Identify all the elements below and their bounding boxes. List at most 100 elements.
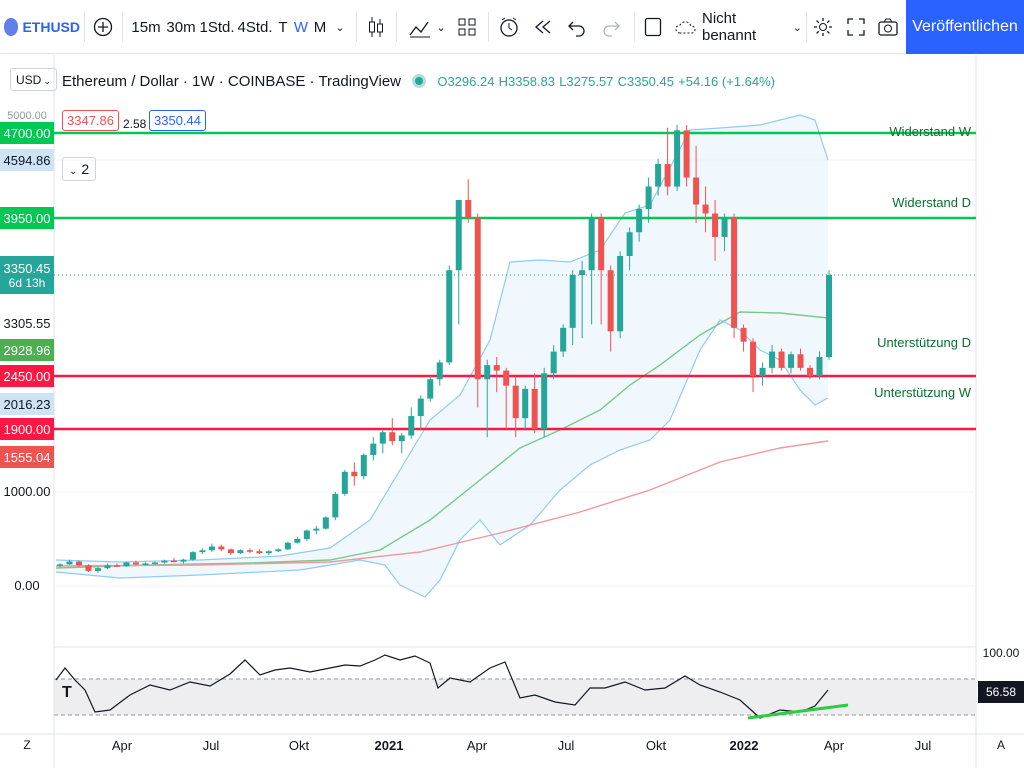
price-label-text: 4594.86 (3, 152, 51, 168)
price-tick: 3305.55 (3, 316, 51, 331)
auto-scale-button[interactable]: A (996, 738, 1005, 752)
undo-icon[interactable] (562, 0, 592, 54)
settings-gear-icon[interactable] (810, 0, 836, 54)
price-label-text: 2450.00 (3, 368, 51, 384)
candle-body (161, 560, 168, 563)
fullscreen-icon[interactable] (842, 0, 870, 54)
candle-body (674, 130, 681, 187)
candle-style-icon[interactable] (362, 0, 390, 54)
candle-body (807, 367, 814, 376)
candle-body (142, 563, 149, 565)
candle-body (712, 213, 719, 237)
price-label: 4594.86 (0, 149, 54, 171)
ma-green-line (55, 311, 829, 569)
candle-body (569, 275, 576, 328)
price-label-text: 4700.00 (3, 125, 51, 141)
chevron-down-icon: ⌄ (69, 166, 78, 177)
candle-body (256, 551, 263, 554)
candle-body (645, 186, 652, 210)
candle-body (731, 218, 738, 328)
interval-4h[interactable]: 4Std. (237, 18, 273, 36)
interval-month[interactable]: M (313, 18, 327, 36)
price-label-text: 3350.45 (3, 260, 51, 276)
price-label: 1555.04 (0, 446, 54, 468)
interval-15m[interactable]: 15m (131, 18, 161, 36)
candle-body (199, 550, 206, 553)
candle-body (693, 177, 700, 205)
eth-logo-icon (4, 18, 19, 36)
bollinger-lower-line (55, 319, 829, 598)
candle-body (265, 551, 272, 554)
cloud-icon (674, 18, 698, 36)
camera-icon[interactable] (874, 0, 902, 54)
time-tick: 2021 (374, 738, 404, 753)
candle-body (797, 354, 804, 368)
buy-price-button[interactable]: 3350.44 (149, 110, 206, 131)
compare-add-icon[interactable] (90, 0, 116, 54)
price-label-text: 1555.04 (3, 449, 51, 465)
candle-body (626, 232, 633, 256)
candle-body (750, 341, 757, 376)
candle-body (579, 270, 586, 275)
symbol-label: ETHUSD (22, 19, 80, 35)
interval-day[interactable]: T (278, 18, 288, 36)
indicators-toggle[interactable]: ⌄ 2 (62, 157, 97, 181)
candle-body (769, 351, 776, 368)
candle-body (455, 200, 462, 271)
rsi-line (55, 654, 829, 719)
level-label: Widerstand D (892, 195, 971, 210)
level-label: Unterstützung D (877, 335, 971, 350)
interval-week[interactable]: W (293, 18, 309, 36)
symbol-title: Ethereum / Dollar · 1W · COINBASE · Trad… (62, 73, 401, 90)
candle-body (75, 561, 82, 566)
fullscreen-square-icon[interactable] (640, 0, 666, 54)
candle-body (303, 530, 310, 539)
level-label: Widerstand W (889, 124, 971, 139)
rsi-band-fill (54, 679, 976, 715)
candle-body (189, 552, 196, 560)
candle-body (465, 200, 472, 218)
bollinger-upper-line (55, 114, 829, 563)
candle-body (104, 565, 111, 569)
alert-clock-icon[interactable] (494, 0, 524, 54)
candle-body (132, 562, 139, 565)
layout-name-dropdown[interactable]: Nicht benannt ⌄ (674, 0, 802, 54)
time-tick: 2022 (729, 738, 759, 753)
candle-body (617, 256, 624, 332)
chart-area[interactable] (0, 55, 1024, 768)
interval-1h[interactable]: 1Std. (199, 18, 235, 36)
sell-price-button[interactable]: 3347.86 (62, 110, 119, 131)
interval-dropdown-chevron-icon[interactable]: ⌄ (335, 21, 345, 34)
currency-selector[interactable]: USD ⌄ (10, 68, 57, 91)
chart-canvas[interactable] (0, 55, 1024, 768)
candle-body (474, 218, 481, 380)
candle-body (588, 218, 595, 271)
chevron-down-icon: ⌄ (43, 76, 51, 86)
replay-icon[interactable] (528, 0, 558, 54)
indicators-chevron-icon[interactable]: ⌄ (436, 21, 446, 34)
candle-body (826, 275, 832, 358)
price-tick: 1000.00 (3, 484, 51, 499)
layout-grid-icon[interactable] (452, 0, 482, 54)
candle-body (531, 388, 538, 429)
time-tick: Jul (914, 738, 932, 753)
symbol-search[interactable]: ETHUSD (4, 0, 80, 54)
candle-body (427, 379, 434, 399)
redo-icon[interactable] (596, 0, 626, 54)
top-toolbar: ETHUSD 15m 30m 1Std. 4Std. T W M ⌄ ⌄ N (0, 0, 1024, 54)
candle-body (436, 362, 443, 380)
indicators-icon[interactable] (404, 0, 434, 54)
candle-body (85, 565, 92, 571)
publish-button[interactable]: Veröffentlichen (906, 0, 1024, 54)
candle-body (237, 550, 244, 554)
candle-body (417, 398, 424, 417)
candle-body (180, 559, 187, 562)
zoom-z-button[interactable]: Z (23, 738, 31, 752)
ohlc-change: +54.16 (+1.64%) (678, 74, 776, 89)
price-label: 2016.23 (0, 393, 54, 415)
price-label-text: 2016.23 (3, 396, 51, 412)
price-label-text: 2928.96 (3, 342, 51, 358)
interval-30m[interactable]: 30m (166, 18, 196, 36)
candle-body (560, 327, 567, 352)
time-tick: Okt (288, 738, 310, 753)
